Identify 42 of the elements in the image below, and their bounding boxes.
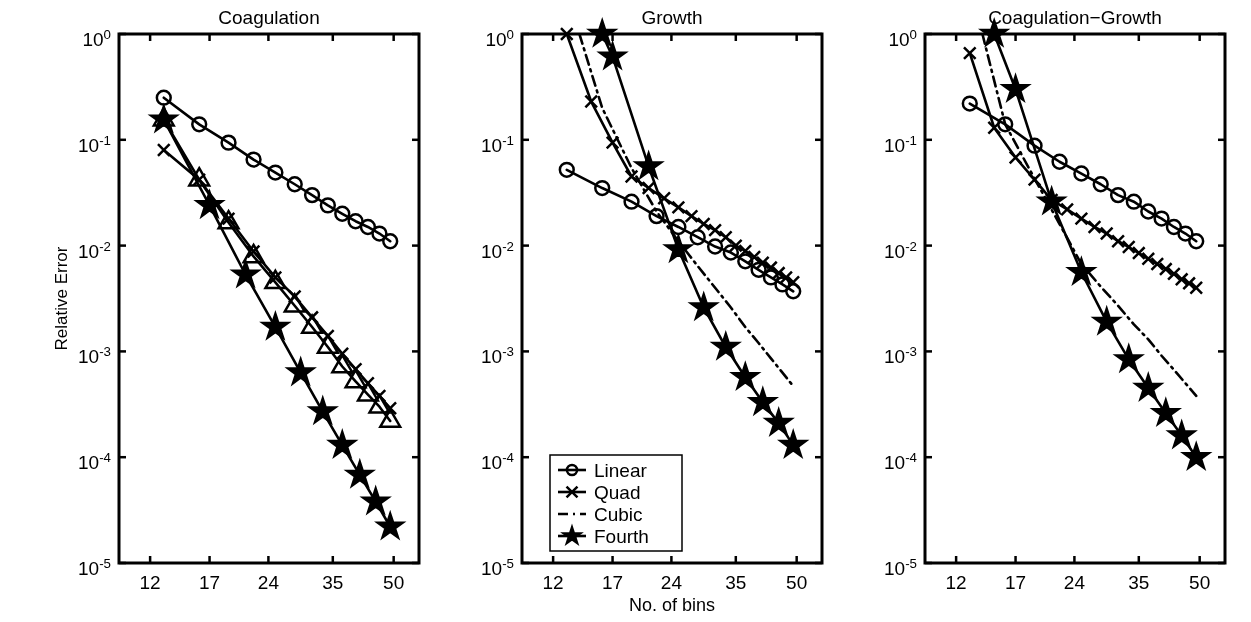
x-tick-label: 35: [322, 572, 344, 593]
x-tick-label: 12: [139, 572, 161, 593]
x-tick-label: 24: [1063, 572, 1086, 593]
x-tick-label: 50: [786, 572, 808, 593]
legend-label: Quad: [594, 482, 641, 503]
y-tick-label: 10$^{-2}$: [884, 238, 917, 262]
y-tick-label: 10$^{-3}$: [481, 343, 514, 368]
legend-label: Linear: [594, 460, 648, 481]
y-axis-title: Relative Error: [52, 246, 71, 351]
x-tick-label: 12: [945, 572, 967, 593]
y-tick-label: 10$^{-4}$: [481, 449, 514, 474]
legend-label: Cubic: [594, 504, 643, 525]
x-tick-label: 35: [725, 572, 747, 593]
y-tick-label: 10$^{-1}$: [884, 132, 917, 156]
y-tick-label: 10$^{-4}$: [78, 449, 111, 474]
x-tick-label: 24: [257, 572, 280, 593]
chart-title: Growth: [641, 7, 703, 28]
y-tick-label: 10$^{0}$: [485, 26, 514, 50]
legend-label: Fourth: [594, 526, 649, 547]
x-tick-label: 24: [660, 572, 683, 593]
x-tick-label: 17: [198, 572, 221, 593]
x-tick-label: 12: [542, 572, 564, 593]
x-tick-label: 35: [1128, 572, 1150, 593]
y-tick-label: 10$^{-1}$: [78, 132, 111, 156]
chart-title: Coagulation−Growth: [988, 7, 1162, 28]
y-tick-label: 10$^{-1}$: [481, 132, 514, 156]
chart-title: Coagulation: [218, 7, 320, 28]
y-tick-label: 10$^{0}$: [888, 26, 917, 50]
y-tick-label: 10$^{-3}$: [78, 343, 111, 368]
y-tick-label: 10$^{-2}$: [78, 238, 111, 262]
y-tick-label: 10$^{-5}$: [78, 555, 111, 579]
y-tick-label: 10$^{-2}$: [481, 238, 514, 262]
x-axis-title: No. of bins: [628, 595, 716, 615]
y-tick-label: 10$^{-5}$: [884, 555, 917, 579]
x-tick-label: 17: [1004, 572, 1027, 593]
x-tick-label: 50: [383, 572, 405, 593]
y-tick-label: 10$^{-3}$: [884, 343, 917, 368]
y-tick-label: 10$^{-4}$: [884, 449, 917, 474]
y-tick-label: 10$^{0}$: [82, 26, 111, 50]
y-tick-label: 10$^{-5}$: [481, 555, 514, 579]
x-tick-label: 50: [1189, 572, 1211, 593]
x-tick-label: 17: [601, 572, 624, 593]
